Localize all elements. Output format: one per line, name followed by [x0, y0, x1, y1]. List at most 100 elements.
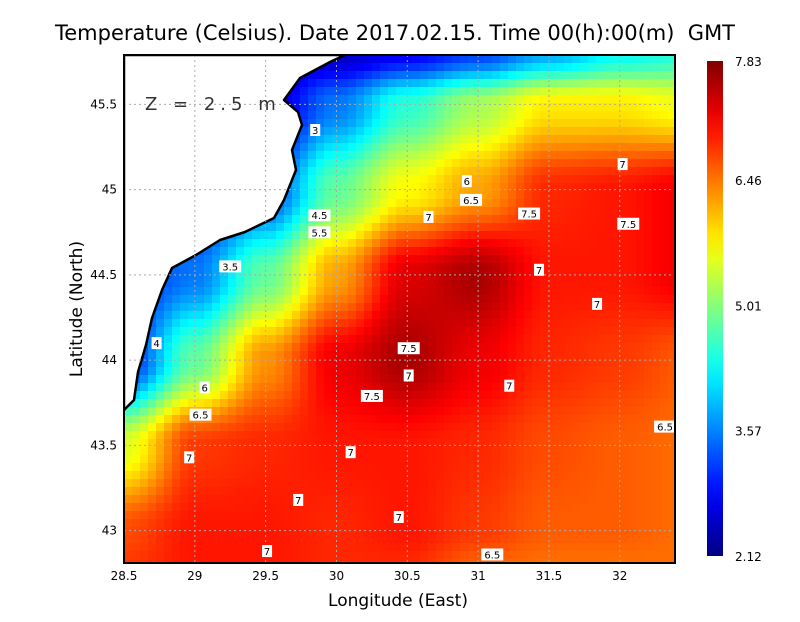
heatmap-cell	[452, 455, 461, 464]
heatmap-cell	[372, 535, 381, 544]
heatmap-cell	[204, 463, 213, 472]
heatmap-cell	[148, 543, 157, 552]
heatmap-cell	[196, 335, 205, 344]
heatmap-cell	[284, 303, 293, 312]
heatmap-cell	[540, 543, 549, 552]
heatmap-cell	[524, 271, 533, 280]
contour-label: 6.5	[484, 550, 500, 561]
heatmap-cell	[148, 551, 157, 560]
heatmap-cell	[228, 487, 237, 496]
heatmap-cell	[236, 231, 245, 240]
heatmap-cell	[348, 183, 357, 192]
heatmap-cell	[356, 71, 365, 80]
heatmap-cell	[284, 223, 293, 232]
heatmap-cell	[652, 471, 661, 480]
heatmap-cell	[220, 279, 229, 288]
contour-label-box	[310, 124, 321, 137]
heatmap-cell	[492, 391, 501, 400]
heatmap-cell	[348, 399, 357, 408]
heatmap-cell	[428, 175, 437, 184]
heatmap-cell	[628, 479, 637, 488]
heatmap-cell	[156, 527, 165, 536]
heatmap-cell	[268, 511, 277, 520]
heatmap-cell	[356, 503, 365, 512]
heatmap-cell	[508, 367, 517, 376]
heatmap-cell	[148, 519, 157, 528]
heatmap-cell	[292, 407, 301, 416]
heatmap-cell	[580, 559, 589, 563]
heatmap-cell	[588, 383, 597, 392]
heatmap-cell	[332, 535, 341, 544]
heatmap-cell	[292, 551, 301, 560]
heatmap-cell	[620, 295, 629, 304]
heatmap-cell	[220, 287, 229, 296]
heatmap-cell	[324, 551, 333, 560]
heatmap-cell	[316, 399, 325, 408]
heatmap-cell	[284, 311, 293, 320]
heatmap-cell	[372, 487, 381, 496]
heatmap-cell	[620, 183, 629, 192]
heatmap-cell	[364, 423, 373, 432]
heatmap-cell	[428, 303, 437, 312]
heatmap-cell	[548, 295, 557, 304]
heatmap-cell	[636, 319, 645, 328]
heatmap-cell	[252, 439, 261, 448]
heatmap-cell	[284, 247, 293, 256]
heatmap-cell	[572, 63, 581, 72]
heatmap-cell	[332, 335, 341, 344]
heatmap-cell	[452, 447, 461, 456]
heatmap-cell	[236, 239, 245, 248]
heatmap-cell	[276, 527, 285, 536]
heatmap-cell	[492, 271, 501, 280]
heatmap-cell	[260, 415, 269, 424]
heatmap-cell	[340, 503, 349, 512]
heatmap-cell	[468, 111, 477, 120]
heatmap-cell	[668, 191, 675, 200]
heatmap-cell	[204, 247, 213, 256]
heatmap-cell	[444, 487, 453, 496]
heatmap-cell	[300, 383, 309, 392]
heatmap-cell	[580, 455, 589, 464]
heatmap-cell	[572, 391, 581, 400]
heatmap-cell	[524, 223, 533, 232]
heatmap-cell	[292, 191, 301, 200]
heatmap-cell	[580, 375, 589, 384]
heatmap-cell	[252, 479, 261, 488]
heatmap-cell	[564, 479, 573, 488]
heatmap-cell	[292, 327, 301, 336]
heatmap-cell	[476, 215, 485, 224]
heatmap-cell	[412, 455, 421, 464]
heatmap-cell	[420, 247, 429, 256]
heatmap-cell	[644, 279, 653, 288]
heatmap-cell	[508, 183, 517, 192]
heatmap-cell	[548, 527, 557, 536]
heatmap-cell	[388, 511, 397, 520]
heatmap-cell	[444, 279, 453, 288]
heatmap-cell	[652, 503, 661, 512]
heatmap-cell	[596, 391, 605, 400]
heatmap-cell	[348, 391, 357, 400]
heatmap-cell	[388, 535, 397, 544]
heatmap-cell	[428, 543, 437, 552]
heatmap-cell	[612, 551, 621, 560]
y-tick-label: 44	[102, 353, 117, 367]
heatmap-cell	[596, 463, 605, 472]
heatmap-cell	[148, 367, 157, 376]
heatmap-cell	[476, 119, 485, 128]
heatmap-cell	[620, 351, 629, 360]
heatmap-cell	[388, 215, 397, 224]
heatmap-cell	[252, 375, 261, 384]
heatmap-cell	[540, 375, 549, 384]
heatmap-cell	[636, 247, 645, 256]
heatmap-cell	[372, 415, 381, 424]
heatmap-cell	[276, 415, 285, 424]
heatmap-cell	[660, 191, 669, 200]
heatmap-cell	[292, 175, 301, 184]
heatmap-cell	[636, 255, 645, 264]
heatmap-cell	[380, 487, 389, 496]
heatmap-cell	[420, 167, 429, 176]
heatmap-cell	[228, 535, 237, 544]
heatmap-cell	[516, 535, 525, 544]
heatmap-cell	[204, 495, 213, 504]
heatmap-cell	[284, 487, 293, 496]
